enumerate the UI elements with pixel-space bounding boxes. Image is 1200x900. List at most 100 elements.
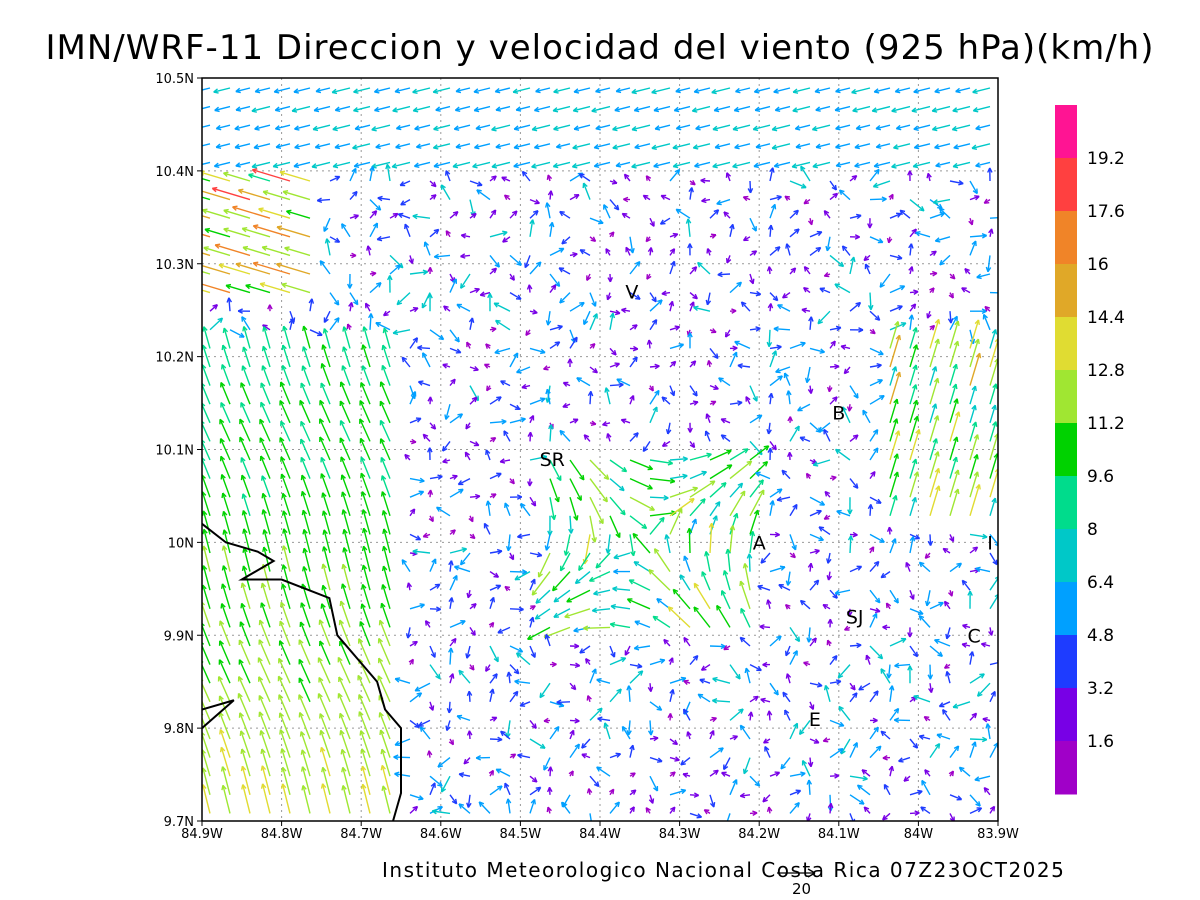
wind-arrow xyxy=(369,210,378,219)
wind-arrow xyxy=(555,143,571,149)
city-label-e: E xyxy=(809,709,821,731)
wind-arrow xyxy=(862,409,871,424)
wind-arrow xyxy=(653,105,671,113)
wind-arrow xyxy=(869,546,875,554)
wind-arrow xyxy=(609,478,625,492)
wind-arrow xyxy=(239,418,251,442)
wind-arrow xyxy=(548,424,554,442)
wind-arrow xyxy=(889,494,898,517)
wind-arrow xyxy=(803,286,811,294)
wind-arrow xyxy=(377,675,391,703)
wind-arrow xyxy=(458,669,471,684)
wind-arrow xyxy=(675,124,691,131)
wind-arrow xyxy=(294,143,311,150)
wind-arrow xyxy=(426,750,433,758)
wind-arrow xyxy=(360,381,371,405)
wind-arrow xyxy=(849,434,859,442)
wind-arrow xyxy=(633,105,651,113)
wind-arrow xyxy=(468,515,474,523)
wind-arrow xyxy=(760,552,771,564)
wind-arrow xyxy=(489,437,497,443)
wind-arrow xyxy=(913,143,931,150)
wind-arrow xyxy=(489,548,503,555)
wind-arrow xyxy=(749,273,755,285)
wind-arrow xyxy=(348,301,354,312)
wind-arrow xyxy=(729,708,744,721)
wind-arrow xyxy=(221,565,231,591)
wind-arrow xyxy=(983,787,991,796)
wind-arrow xyxy=(529,347,546,355)
wind-arrow xyxy=(934,638,951,647)
wind-arrow xyxy=(516,366,531,374)
wind-arrow xyxy=(767,224,774,237)
wind-arrow xyxy=(660,194,671,201)
wind-arrow xyxy=(784,195,791,201)
legend-label: 3.2 xyxy=(1087,679,1114,699)
wind-arrow xyxy=(801,307,811,314)
wind-arrow xyxy=(809,738,820,744)
wind-arrow xyxy=(989,690,996,703)
wind-arrow xyxy=(889,285,906,294)
wind-arrow xyxy=(709,501,721,517)
wind-arrow xyxy=(361,365,371,386)
wind-arrow xyxy=(689,292,698,300)
legend-label: 12.8 xyxy=(1087,361,1125,381)
wind-arrow xyxy=(613,552,631,560)
wind-arrow xyxy=(909,415,920,442)
wind-arrow xyxy=(521,383,531,390)
wind-arrow xyxy=(428,701,435,711)
wind-arrow xyxy=(454,105,471,112)
wind-arrow xyxy=(729,490,746,517)
wind-arrow xyxy=(645,236,652,243)
wind-arrow xyxy=(202,641,211,665)
wind-arrow xyxy=(583,434,591,442)
reference-vector xyxy=(777,868,816,878)
wind-arrow xyxy=(942,547,951,554)
wind-arrow xyxy=(648,385,654,392)
wind-arrow xyxy=(509,569,528,575)
wind-arrow xyxy=(740,301,751,312)
wind-arrow xyxy=(689,301,695,312)
wind-arrow xyxy=(769,500,775,516)
wind-arrow xyxy=(240,382,251,405)
wind-arrow xyxy=(473,87,491,94)
wind-arrow xyxy=(969,319,981,349)
wind-arrow xyxy=(569,193,580,201)
wind-arrow xyxy=(414,682,431,692)
wind-arrow xyxy=(380,602,391,628)
wind-arrow xyxy=(709,328,717,334)
wind-arrow xyxy=(755,471,771,480)
wind-arrow xyxy=(500,380,511,387)
wind-arrow xyxy=(381,565,391,591)
wind-arrow xyxy=(332,124,351,132)
wind-arrow xyxy=(948,770,955,777)
wind-arrow xyxy=(569,496,579,521)
wind-arrow xyxy=(806,627,812,643)
wind-arrow xyxy=(549,459,562,482)
wind-arrow xyxy=(278,640,291,665)
wind-arrow xyxy=(380,764,391,795)
wind-arrow xyxy=(395,124,411,131)
wind-arrow xyxy=(742,563,751,591)
wind-arrow xyxy=(417,345,431,351)
wind-arrow xyxy=(445,720,451,732)
wind-arrow xyxy=(869,394,885,405)
wind-arrow xyxy=(251,105,271,113)
wind-arrow xyxy=(235,161,251,168)
wind-arrow xyxy=(202,660,211,684)
wind-arrow xyxy=(279,381,291,405)
wind-arrow xyxy=(616,378,631,387)
wind-arrow xyxy=(888,193,894,200)
wind-arrow xyxy=(341,509,351,535)
wind-arrow xyxy=(720,590,731,610)
wind-arrow xyxy=(669,456,688,462)
wind-arrow xyxy=(529,551,543,558)
lat-tick-label: 10.3N xyxy=(155,258,194,273)
wind-arrow xyxy=(495,319,511,331)
wind-arrow xyxy=(829,340,836,349)
wind-arrow xyxy=(909,303,917,312)
wind-arrow xyxy=(409,337,419,349)
wind-arrow xyxy=(669,507,683,535)
wind-arrow xyxy=(465,422,471,430)
wind-arrow xyxy=(276,262,311,275)
